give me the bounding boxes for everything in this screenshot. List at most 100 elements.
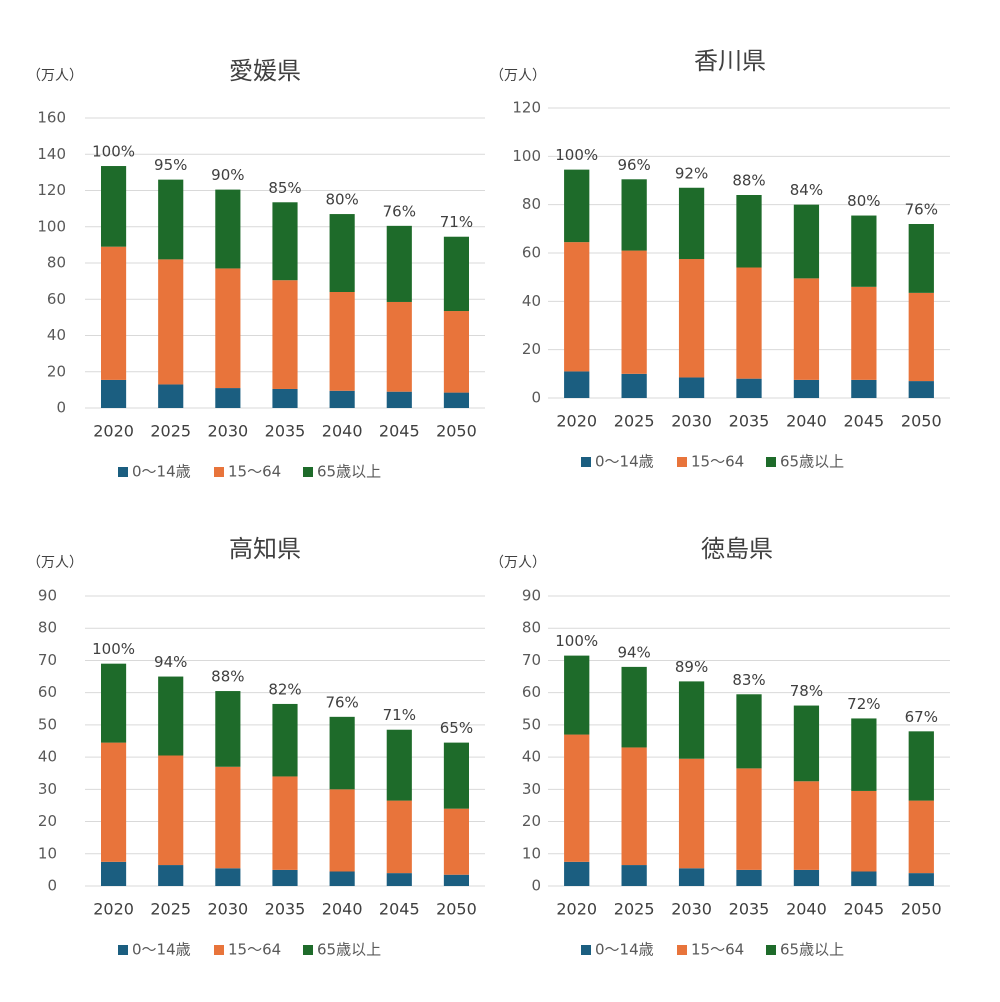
bar-segment bbox=[793, 278, 820, 380]
y-tick-label: 60 bbox=[522, 244, 541, 262]
x-tick-label: 2035 bbox=[729, 900, 770, 919]
bar-segment bbox=[564, 169, 590, 243]
bar-segment bbox=[329, 214, 355, 292]
bar-segment bbox=[215, 868, 241, 886]
y-tick-label: 80 bbox=[522, 619, 541, 637]
bar-annotation: 65% bbox=[440, 719, 473, 737]
y-tick-label: 120 bbox=[37, 181, 66, 199]
y-tick-label: 0 bbox=[56, 399, 66, 417]
x-tick-label: 2050 bbox=[436, 900, 477, 919]
bar-segment bbox=[272, 776, 298, 870]
bar-segment bbox=[908, 731, 934, 801]
chart-title: 高知県 bbox=[229, 535, 301, 563]
bar-segment bbox=[443, 808, 469, 875]
bar-segment bbox=[158, 676, 184, 756]
bar-segment bbox=[851, 215, 877, 287]
bar-annotation: 90% bbox=[211, 166, 244, 184]
legend-label: 65歳以上 bbox=[780, 941, 844, 959]
bar-segment bbox=[621, 250, 647, 374]
legend-swatch bbox=[677, 457, 687, 467]
bar-segment bbox=[736, 378, 762, 398]
bar-segment bbox=[215, 268, 241, 389]
bar-segment bbox=[329, 390, 355, 408]
x-tick-label: 2040 bbox=[322, 900, 363, 919]
bar-segment bbox=[158, 259, 184, 385]
bar-segment bbox=[272, 869, 298, 886]
bar-segment bbox=[736, 694, 762, 769]
bar-segment bbox=[621, 865, 647, 886]
x-tick-label: 2045 bbox=[843, 412, 884, 431]
x-tick-label: 2035 bbox=[265, 900, 306, 919]
legend-label: 0～14歳 bbox=[595, 453, 654, 471]
bar-segment bbox=[793, 705, 820, 782]
y-tick-label: 100 bbox=[37, 217, 66, 235]
x-tick-label: 2030 bbox=[671, 900, 712, 919]
legend-label: 65歳以上 bbox=[780, 453, 844, 471]
y-tick-label: 140 bbox=[37, 145, 66, 163]
y-tick-label: 80 bbox=[47, 254, 66, 272]
legend-label: 15～64 bbox=[691, 941, 744, 959]
bar-segment bbox=[564, 734, 590, 862]
bar-segment bbox=[736, 768, 762, 870]
bar-annotation: 100% bbox=[92, 640, 135, 658]
bar-segment bbox=[329, 292, 355, 391]
bar-segment bbox=[329, 871, 355, 886]
x-tick-label: 2025 bbox=[614, 412, 655, 431]
x-tick-label: 2045 bbox=[843, 900, 884, 919]
bar-segment bbox=[443, 392, 469, 408]
y-tick-label: 50 bbox=[522, 715, 541, 733]
bar-segment bbox=[272, 388, 298, 408]
bar-annotation: 92% bbox=[675, 164, 708, 182]
y-tick-label: 40 bbox=[522, 292, 541, 310]
bar-segment bbox=[736, 195, 762, 268]
legend-swatch bbox=[118, 945, 128, 955]
legend-swatch bbox=[766, 945, 776, 955]
x-tick-label: 2020 bbox=[556, 412, 597, 431]
x-tick-label: 2045 bbox=[379, 422, 420, 441]
legend-swatch bbox=[214, 467, 224, 477]
y-tick-label: 120 bbox=[512, 99, 541, 117]
x-tick-label: 2050 bbox=[436, 422, 477, 441]
legend-label: 0～14歳 bbox=[132, 463, 191, 481]
x-tick-label: 2030 bbox=[207, 422, 248, 441]
bar-segment bbox=[908, 381, 934, 398]
bar-annotation: 85% bbox=[268, 179, 301, 197]
bar-segment bbox=[908, 292, 934, 382]
bar-segment bbox=[158, 179, 184, 260]
bar-segment bbox=[158, 865, 184, 886]
bar-segment bbox=[386, 729, 412, 801]
bar-segment bbox=[101, 861, 127, 886]
bar-annotation: 78% bbox=[790, 682, 823, 700]
x-tick-label: 2040 bbox=[786, 900, 827, 919]
bar-segment bbox=[272, 202, 298, 281]
bar-segment bbox=[793, 781, 820, 870]
bar-segment bbox=[101, 166, 127, 247]
bar-segment bbox=[851, 790, 877, 872]
x-tick-label: 2035 bbox=[729, 412, 770, 431]
y-tick-label: 60 bbox=[522, 683, 541, 701]
bar-segment bbox=[386, 800, 412, 874]
unit-label: （万人） bbox=[490, 555, 546, 571]
y-tick-label: 40 bbox=[522, 748, 541, 766]
y-tick-label: 90 bbox=[522, 587, 541, 605]
bar-segment bbox=[101, 246, 127, 380]
x-tick-label: 2040 bbox=[322, 422, 363, 441]
bar-segment bbox=[443, 236, 469, 312]
bar-annotation: 76% bbox=[383, 202, 416, 220]
chart-title: 徳島県 bbox=[701, 535, 773, 563]
bar-segment bbox=[386, 873, 412, 886]
y-tick-label: 10 bbox=[38, 844, 57, 862]
bar-annotation: 76% bbox=[325, 693, 358, 711]
y-tick-label: 60 bbox=[47, 290, 66, 308]
bar-annotation: 89% bbox=[675, 658, 708, 676]
bar-segment bbox=[443, 311, 469, 393]
chart-title: 愛媛県 bbox=[229, 57, 301, 85]
legend-swatch bbox=[118, 467, 128, 477]
x-tick-label: 2040 bbox=[786, 412, 827, 431]
bar-segment bbox=[443, 742, 469, 809]
bar-segment bbox=[908, 800, 934, 874]
x-tick-label: 2030 bbox=[671, 412, 712, 431]
bar-segment bbox=[621, 666, 647, 748]
bar-annotation: 88% bbox=[732, 172, 765, 190]
y-tick-label: 80 bbox=[522, 195, 541, 213]
